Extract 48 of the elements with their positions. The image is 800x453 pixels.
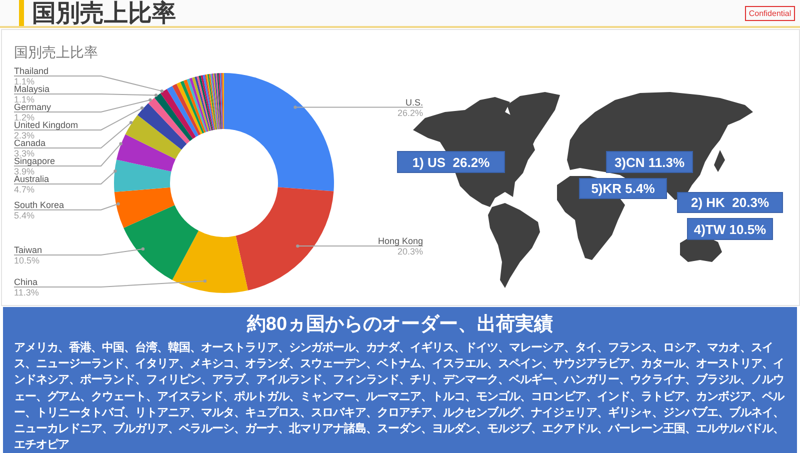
donut-slice bbox=[172, 230, 248, 293]
data-label: 2.3% bbox=[14, 130, 35, 140]
chart-subtitle: 国別売上比率 bbox=[14, 43, 98, 61]
data-label: 3.3% bbox=[14, 148, 35, 158]
slice-label: Australia bbox=[14, 174, 50, 184]
donut-slice bbox=[125, 115, 182, 160]
donut-slice bbox=[114, 187, 175, 228]
text: 4)TW 10.5% bbox=[694, 222, 766, 236]
slice-label: Germany bbox=[14, 102, 52, 112]
donut-slice bbox=[154, 93, 193, 142]
slice-label: South Korea bbox=[14, 200, 64, 210]
slice-label: United Kingdom bbox=[14, 120, 78, 130]
text: 3)CN 11.3% bbox=[614, 154, 685, 170]
donut-slice bbox=[114, 160, 172, 192]
donut-slice bbox=[166, 86, 199, 137]
text: 2) HK 20.3% bbox=[690, 195, 770, 210]
donut-slice bbox=[138, 103, 187, 150]
donut-slice bbox=[224, 73, 334, 192]
donut-slice bbox=[172, 84, 201, 136]
donut-slice bbox=[124, 205, 199, 280]
text: Confidential bbox=[748, 9, 792, 18]
donut-slice bbox=[148, 98, 190, 144]
donut-slice bbox=[236, 187, 334, 290]
slice-label: Hong Kong bbox=[378, 236, 423, 246]
data-label: 5.4% bbox=[14, 210, 35, 220]
donut-slice bbox=[160, 89, 196, 139]
data-label: 20.3% bbox=[397, 246, 423, 257]
text: 5)KR 5.4% bbox=[591, 181, 655, 196]
data-label: 26.2% bbox=[397, 108, 423, 118]
slice-label: China bbox=[14, 277, 38, 288]
data-label: 10.5% bbox=[14, 255, 40, 266]
data-label: 11.3% bbox=[14, 288, 39, 298]
text: 1) US 26.2% bbox=[412, 154, 490, 170]
data-label: 4.7% bbox=[14, 184, 35, 194]
data-label: 1.1% bbox=[14, 94, 35, 104]
text: アメリカ、香港、中国、台湾、韓国、オーストラリア、シンガポール、カナダ、イギリス、ドイツ、マレーシア、タイ、フランス、ロシア、マカオ、スイス、ニュージーランド、イタリア、メキシコ、オランダ、スウェーデン、ベトナム、イスラエル、スペイン、サウジアラビア、カタール、オーストリア、インドネシア、ポーランド、フィリピン、アラブ、アイルランド、フィンランド、チリ、デンマーク、ベルギー、ハンガリー、ウクライナ、ブラジル、ノルウェー、グアム、クウェート、アイスランド、ポルトガル、ミャンマー、ルーマニア、トルコ、モンゴル、コロンビア、インド、ラトビア、カンボジア、ペルー、トリニータトバゴ、リトアニア、マルタ、キュプロス、スロバキア、クロアチア、ルクセンブルグ、ナイジェリア、ギリシャ、ジンバブエ、ブルネイ、ニューカレドニア、ブルガリア、ベラルーシ、ガーナ、北マリアナ諸島、スーダン、ヨルダン、モルジブ、エクアドル、バーレーン王国、エルサルバドル、エチオピア bbox=[14, 340, 786, 453]
text: 約80ヵ国からのオーダー、出荷実績 bbox=[246, 313, 554, 337]
slice-label: U.S. bbox=[405, 97, 423, 108]
slice-label: Canada bbox=[14, 138, 46, 148]
data-label: 3.9% bbox=[14, 166, 35, 176]
slice-label: Thailand bbox=[14, 66, 49, 76]
data-label: 1.2% bbox=[14, 112, 35, 122]
slice-label: Taiwan bbox=[14, 244, 42, 255]
chart-title: 国別売上比率 bbox=[32, 0, 176, 27]
slice-label: Singapore bbox=[14, 156, 56, 166]
slice-label: Malaysia bbox=[14, 84, 50, 94]
data-label: 1.1% bbox=[14, 76, 35, 86]
donut-slice bbox=[116, 134, 176, 172]
